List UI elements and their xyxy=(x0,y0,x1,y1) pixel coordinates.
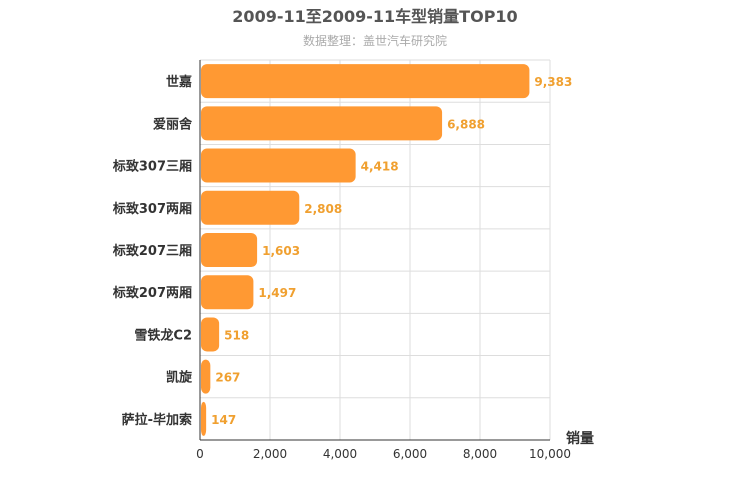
category-label: 标致307两厢 xyxy=(112,201,192,217)
bar xyxy=(201,317,220,352)
x-tick-label: 6,000 xyxy=(393,447,427,461)
bar xyxy=(201,401,207,436)
category-label: 标致207两厢 xyxy=(112,285,192,301)
chart-subtitle: 数据整理：盖世汽车研究院 xyxy=(303,33,447,48)
x-tick-label: 2,000 xyxy=(253,447,287,461)
x-tick-label: 4,000 xyxy=(323,447,357,461)
chart-title: 2009-11至2009-11车型销量TOP10 xyxy=(232,7,517,26)
label-layer: 0 2,000 4,000 6,000 8,000 10,000 世嘉 9,383 爱丽舍 6,8… xyxy=(112,74,573,461)
bar xyxy=(201,106,443,141)
category-label: 雪铁龙C2 xyxy=(134,327,192,343)
category-label: 世嘉 xyxy=(166,74,192,90)
value-label: 9,383 xyxy=(534,75,572,89)
bar xyxy=(201,148,356,183)
x-tick-label: 0 xyxy=(196,447,204,461)
x-axis-title: 销量 xyxy=(566,430,594,447)
category-label: 爱丽舍 xyxy=(153,116,193,132)
x-tick-label: 10,000 xyxy=(529,447,571,461)
bar xyxy=(201,190,300,225)
value-label: 1,497 xyxy=(258,286,296,300)
bar xyxy=(201,64,530,99)
value-label: 267 xyxy=(215,371,240,385)
value-label: 4,418 xyxy=(361,160,399,174)
category-label: 标致307三厢 xyxy=(112,159,192,175)
grid-layer xyxy=(199,59,551,441)
value-label: 1,603 xyxy=(262,244,300,258)
bar-layer xyxy=(201,64,530,436)
value-label: 2,808 xyxy=(304,202,342,216)
category-label: 凯旋 xyxy=(166,370,193,386)
value-label: 6,888 xyxy=(447,117,485,131)
bar xyxy=(201,275,254,310)
category-label: 标致207三厢 xyxy=(112,243,192,259)
value-label: 147 xyxy=(211,413,236,427)
category-label: 萨拉-毕加索 xyxy=(122,412,192,428)
value-label: 518 xyxy=(224,328,249,342)
x-tick-label: 8,000 xyxy=(463,447,497,461)
bar xyxy=(201,233,258,267)
bar xyxy=(201,359,211,394)
